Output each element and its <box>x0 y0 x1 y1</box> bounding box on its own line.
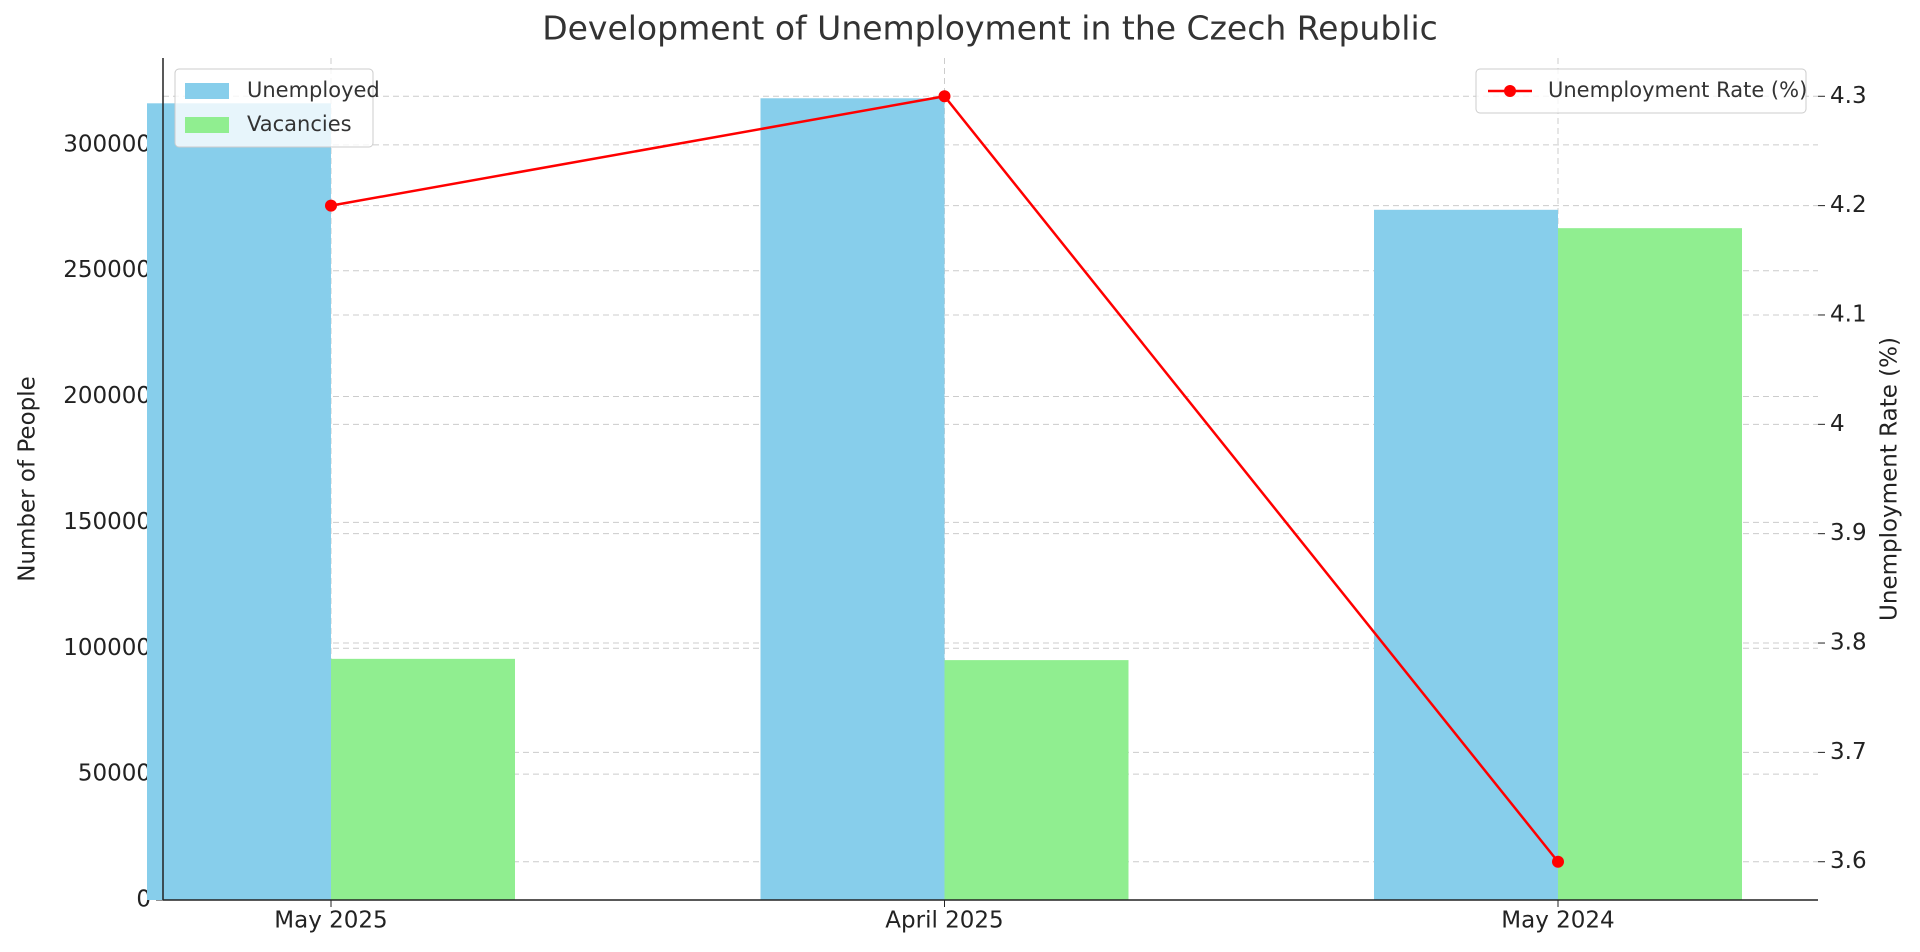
y-tick-label: 150000 <box>63 509 151 535</box>
bar <box>331 658 515 900</box>
legend-swatch <box>1504 85 1516 97</box>
bar <box>147 103 331 900</box>
legend: Unemployed Vacancies <box>174 68 380 148</box>
y-tick-label: 300000 <box>63 131 151 157</box>
y2-axis-label: Unemployment Rate (%) <box>1877 337 1903 621</box>
y-tick-label: 250000 <box>63 257 151 283</box>
point <box>1552 855 1564 868</box>
y-tick-label: 50000 <box>78 761 151 787</box>
chart-title: Development of Unemployment in the Czech… <box>542 9 1438 48</box>
y2-tick-label: 4.2 <box>1830 192 1867 218</box>
legend-swatch <box>185 83 229 99</box>
bar <box>944 660 1129 900</box>
y-axis-label: Number of People <box>15 376 41 582</box>
legend: Unemployment Rate (%) <box>1475 68 1807 114</box>
x-tick-label: April 2025 <box>885 908 1003 934</box>
y-tick-label: 100000 <box>63 635 151 661</box>
y2-tick-label: 4.3 <box>1830 83 1867 109</box>
legend-label: Unemployed <box>247 78 380 102</box>
y2-tick-label: 4 <box>1830 411 1845 437</box>
bar <box>1374 209 1558 900</box>
x-tick-label: May 2024 <box>1501 908 1614 934</box>
y2-tick-label: 3.9 <box>1830 520 1867 546</box>
legend-swatch <box>185 117 229 133</box>
y-tick-label: 200000 <box>63 383 151 409</box>
x-tick-label: May 2025 <box>274 908 387 934</box>
point <box>938 90 951 103</box>
bar <box>1558 228 1742 900</box>
bar <box>760 98 945 901</box>
point <box>325 199 337 212</box>
y2-tick-label: 3.7 <box>1830 739 1867 765</box>
y2-tick-label: 4.1 <box>1830 301 1867 327</box>
y2-tick-label: 3.8 <box>1830 630 1867 656</box>
legend-box <box>1475 68 1807 114</box>
legend-label: Vacancies <box>247 112 352 136</box>
legend-label: Unemployment Rate (%) <box>1548 78 1807 102</box>
y2-tick-label: 3.6 <box>1830 848 1867 874</box>
